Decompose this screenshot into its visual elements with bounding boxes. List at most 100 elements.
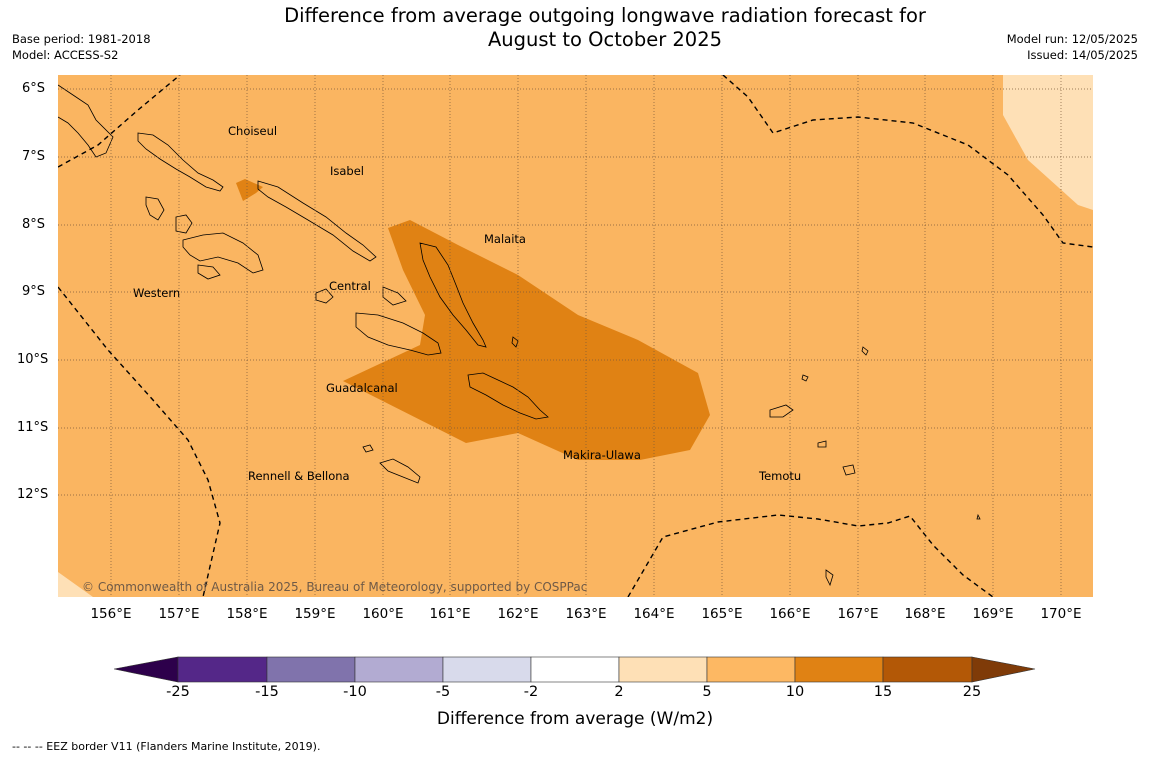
region-label-temotu: Temotu bbox=[759, 469, 802, 483]
issued-date: Issued: 14/05/2025 bbox=[1027, 48, 1138, 62]
lon-label-166e: 166°E bbox=[769, 606, 811, 622]
map-panel bbox=[58, 75, 1093, 597]
savo-island bbox=[315, 288, 334, 304]
lon-label-159e: 159°E bbox=[294, 606, 336, 622]
colorbar-segment bbox=[266, 656, 356, 683]
region-label-guadalcanal: Guadalcanal bbox=[326, 381, 398, 395]
anomaly-band-10-15-isabel bbox=[236, 179, 263, 201]
colorbar-tick: -10 bbox=[343, 684, 367, 700]
lon-label-170e: 170°E bbox=[1040, 606, 1082, 622]
isabel-island bbox=[257, 180, 377, 262]
region-label-central: Central bbox=[329, 279, 371, 293]
meta-left: Base period: 1981-2018 Model: ACCESS-S2 bbox=[12, 31, 151, 63]
eez-borders bbox=[58, 75, 1093, 597]
colorbar-segment bbox=[177, 656, 268, 683]
russell-islands bbox=[382, 286, 407, 306]
new-georgia-island bbox=[182, 232, 264, 274]
eez-border-northeast bbox=[722, 75, 1093, 248]
colorbar-label: Difference from average (W/m2) bbox=[436, 709, 714, 729]
anomaly-band-10-15-central bbox=[343, 220, 710, 460]
vanikoro-island bbox=[817, 440, 827, 448]
malaita-island bbox=[419, 242, 487, 348]
lon-label-163e: 163°E bbox=[565, 606, 607, 622]
makira-island bbox=[467, 372, 549, 420]
tikopia-island bbox=[842, 464, 856, 476]
lon-label-160e: 160°E bbox=[362, 606, 404, 622]
colorbar-tick: -15 bbox=[255, 684, 279, 700]
meta-right: Model run: 12/05/2025 Issued: 14/05/2025 bbox=[1007, 31, 1138, 63]
colorbar-segment bbox=[882, 656, 973, 683]
region-label-choiseul: Choiseul bbox=[228, 124, 278, 138]
ulawa-island bbox=[511, 336, 519, 348]
anomaly-band-2-5-southwest bbox=[58, 572, 93, 597]
lon-label-156e: 156°E bbox=[90, 606, 132, 622]
lon-label-158e: 158°E bbox=[226, 606, 268, 622]
graticule bbox=[58, 75, 1093, 597]
colorbar-segment bbox=[530, 656, 620, 683]
coastlines bbox=[58, 84, 981, 587]
model-run: Model run: 12/05/2025 bbox=[1006, 32, 1138, 46]
lat-label-12s: 12°S bbox=[17, 487, 49, 502]
colorbar bbox=[114, 656, 1036, 683]
vella-lavella-island bbox=[145, 196, 165, 221]
region-label-rennell-bellona: Rennell & Bellona bbox=[248, 469, 350, 483]
fatutaka-island bbox=[976, 513, 981, 520]
colorbar-tick: 2 bbox=[614, 684, 624, 700]
lat-label-9s: 9°S bbox=[22, 284, 46, 299]
region-label-western: Western bbox=[133, 286, 181, 300]
eez-border-southwest bbox=[58, 286, 221, 597]
title-line-2: August to October 2025 bbox=[487, 28, 723, 51]
anomaly-band-2-5-northeast bbox=[1003, 75, 1093, 210]
eez-border-southeast bbox=[627, 514, 994, 597]
colorbar-tick: 15 bbox=[873, 684, 893, 700]
lat-label-10s: 10°S bbox=[17, 352, 49, 367]
lat-label-11s: 11°S bbox=[17, 420, 49, 435]
model-name: Model: ACCESS-S2 bbox=[12, 48, 119, 62]
colorbar-extend-high bbox=[971, 656, 1036, 683]
colorbar-tick: 25 bbox=[962, 684, 982, 700]
lat-label-7s: 7°S bbox=[22, 149, 46, 164]
anuta-island bbox=[825, 569, 834, 587]
lat-label-8s: 8°S bbox=[22, 217, 46, 232]
rendova-island bbox=[197, 264, 221, 280]
lon-label-162e: 162°E bbox=[497, 606, 539, 622]
base-period: Base period: 1981-2018 bbox=[12, 32, 151, 46]
colorbar-tick: -25 bbox=[166, 684, 190, 700]
bougainville-coast bbox=[58, 84, 114, 158]
title-line-1: Difference from average outgoing longwav… bbox=[284, 4, 926, 27]
colorbar-segment bbox=[442, 656, 532, 683]
region-label-malaita: Malaita bbox=[484, 232, 526, 246]
lon-label-165e: 165°E bbox=[701, 606, 743, 622]
bellona-island bbox=[362, 444, 374, 453]
guadalcanal-island bbox=[355, 312, 442, 356]
colorbar-segment bbox=[618, 656, 708, 683]
map-title: Difference from average outgoing longwav… bbox=[0, 4, 1150, 52]
region-label-makira-ulawa: Makira-Ulawa bbox=[563, 448, 641, 462]
eez-border-png bbox=[58, 75, 181, 168]
santa-cruz-island bbox=[769, 404, 794, 418]
lat-label-6s: 6°S bbox=[22, 81, 46, 96]
colorbar-tick: -5 bbox=[435, 684, 451, 700]
lon-label-164e: 164°E bbox=[633, 606, 675, 622]
colorbar-segment bbox=[794, 656, 884, 683]
colorbar-tick: 10 bbox=[785, 684, 805, 700]
colorbar-tick: -2 bbox=[523, 684, 539, 700]
lon-label-161e: 161°E bbox=[429, 606, 471, 622]
eez-legend-note: -- -- -- EEZ border V11 (Flanders Marine… bbox=[12, 740, 321, 753]
lon-label-168e: 168°E bbox=[904, 606, 946, 622]
colorbar-extend-low bbox=[114, 656, 179, 683]
reef-islands bbox=[801, 374, 809, 382]
kolombangara-island bbox=[175, 214, 193, 234]
map-canvas bbox=[58, 75, 1093, 597]
lon-label-157e: 157°E bbox=[158, 606, 200, 622]
colorbar-segment bbox=[706, 656, 796, 683]
rennell-island bbox=[379, 458, 421, 484]
colorbar-tick: 5 bbox=[702, 684, 712, 700]
copyright-notice: © Commonwealth of Australia 2025, Bureau… bbox=[82, 580, 588, 594]
choiseul-island bbox=[137, 132, 224, 192]
lon-label-167e: 167°E bbox=[837, 606, 879, 622]
region-label-isabel: Isabel bbox=[330, 164, 365, 178]
colorbar-segment bbox=[354, 656, 444, 683]
duff-islands bbox=[861, 346, 869, 356]
lon-label-169e: 169°E bbox=[972, 606, 1014, 622]
